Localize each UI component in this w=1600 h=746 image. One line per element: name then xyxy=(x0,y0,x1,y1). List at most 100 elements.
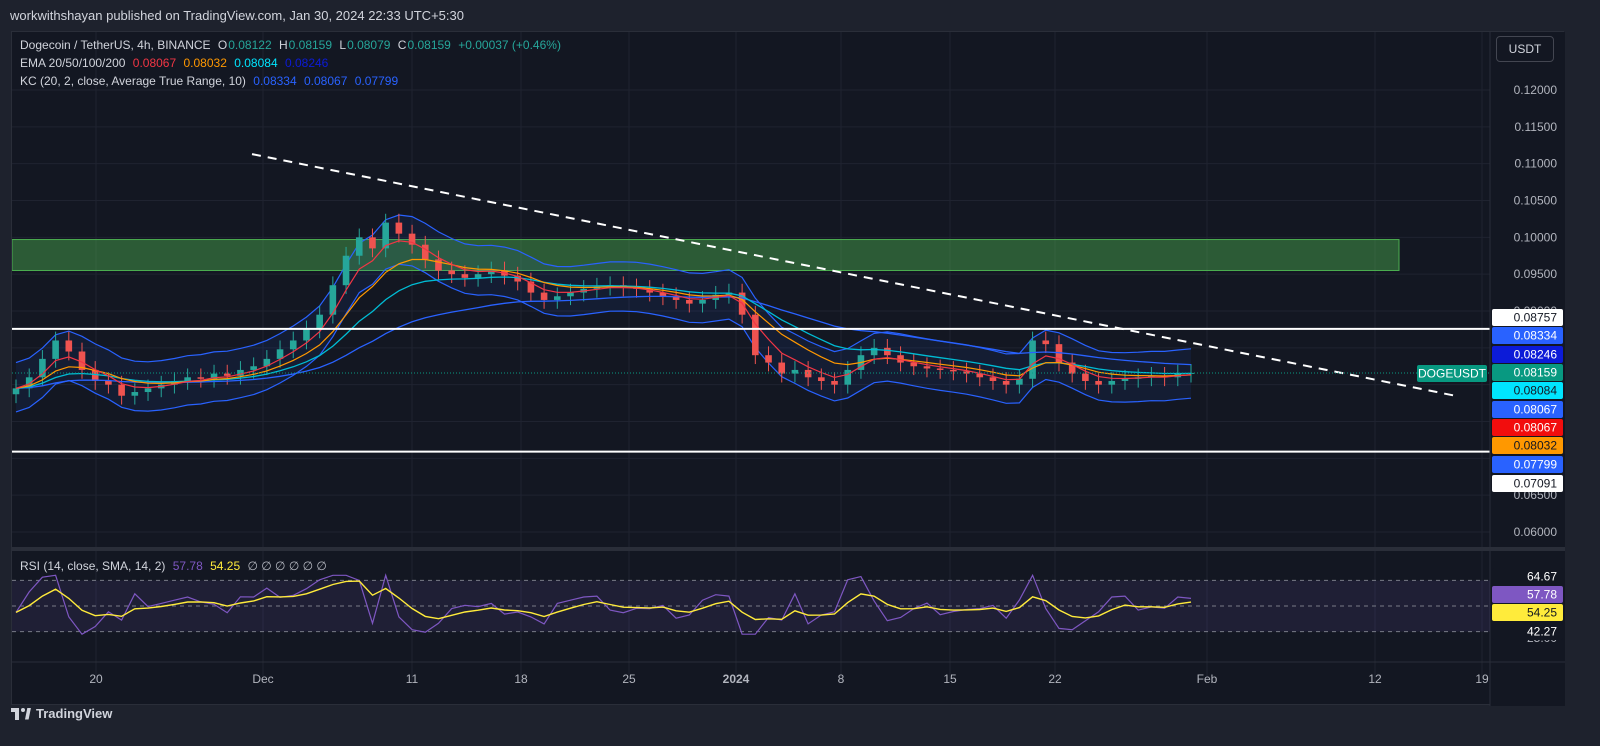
price-tag-label: 0.08757 xyxy=(1514,311,1558,325)
price-tick-label: 0.11500 xyxy=(1515,120,1558,134)
candle-body xyxy=(870,347,878,356)
time-tick-label: 8 xyxy=(838,672,845,686)
price-tick-label: 0.06000 xyxy=(1514,525,1558,539)
price-tag xyxy=(1492,382,1563,399)
candle-body xyxy=(765,355,772,363)
time-tick-label: 12 xyxy=(1368,672,1382,686)
price-tag-label: 0.08067 xyxy=(1514,403,1558,417)
candle-body xyxy=(553,296,561,300)
rsi-tag xyxy=(1492,586,1563,603)
time-tick-label: 22 xyxy=(1048,672,1062,686)
kc-legend[interactable]: KC (20, 2, close, Average True Range, 10… xyxy=(20,74,402,88)
chart-canvas[interactable]: 0.12000 0.11500 0.11000 0.10500 0.10000 0.095… xyxy=(12,32,1565,706)
ema200-line xyxy=(15,295,1192,389)
candle-body xyxy=(672,296,680,300)
tradingview-brand[interactable]: TradingView xyxy=(11,706,112,721)
kc-basis-value: 0.08067 xyxy=(304,74,348,88)
rsi-tag-label: 57.78 xyxy=(1527,588,1557,602)
price-tag xyxy=(1492,419,1563,436)
ema20-line xyxy=(15,240,1192,389)
currency-button[interactable]: USDT xyxy=(1496,36,1554,62)
price-tick-label: 0.11000 xyxy=(1515,157,1558,171)
ema50-line xyxy=(15,258,1192,389)
rsi-value: 57.78 xyxy=(172,559,203,573)
rsi-tag xyxy=(1492,604,1563,621)
candle-body xyxy=(844,369,852,385)
candle-body xyxy=(316,314,323,330)
candle-body xyxy=(540,292,548,300)
candle-body xyxy=(395,222,403,234)
candle-body xyxy=(144,388,152,393)
candle-body xyxy=(923,366,931,369)
ema50-value: 0.08032 xyxy=(183,56,227,70)
ema200-value: 0.08246 xyxy=(284,56,329,70)
publisher-header: workwithshayan published on TradingView.… xyxy=(10,8,464,23)
price-tag-label: 0.07091 xyxy=(1514,477,1558,491)
candle-body xyxy=(1082,373,1089,381)
rsi-tag-label: 42.27 xyxy=(1527,625,1557,639)
kc-upper-line xyxy=(15,214,1192,364)
open-value: 0.08122 xyxy=(228,38,272,52)
candle-body xyxy=(52,340,59,359)
candle-body xyxy=(65,340,73,352)
candle-body xyxy=(263,358,271,367)
candle-body xyxy=(884,347,891,356)
candle-body xyxy=(355,237,363,256)
price-tag-label: 0.08159 xyxy=(1514,366,1558,380)
candle-body xyxy=(197,377,205,379)
time-tick-label: 25 xyxy=(622,672,636,686)
candle-body xyxy=(1002,380,1010,385)
price-tag-label: 0.08334 xyxy=(1514,329,1558,343)
candle-body xyxy=(699,299,706,304)
symbol-title: Dogecoin / TetherUS, 4h, BINANCE xyxy=(20,38,211,52)
candle-body xyxy=(39,358,46,378)
price-tag xyxy=(1492,437,1563,454)
brand-name: TradingView xyxy=(36,706,113,721)
symbol-tag xyxy=(1417,364,1487,382)
candle-body xyxy=(210,373,218,379)
symbol-legend[interactable]: Dogecoin / TetherUS, 4h, BINANCE O0.0812… xyxy=(20,38,565,52)
price-tick-label: 0.09500 xyxy=(1514,267,1558,281)
candle-body xyxy=(289,340,297,350)
price-tick-label: 0.10500 xyxy=(1514,194,1558,208)
candle-body xyxy=(184,377,191,381)
candle-body xyxy=(1068,362,1076,374)
trendline xyxy=(251,153,1456,397)
high-label: H xyxy=(278,38,288,52)
candle-body xyxy=(91,369,99,381)
candle-body xyxy=(408,233,416,245)
candle-body xyxy=(78,351,86,370)
time-tick-label: 20 xyxy=(89,672,103,686)
candle-body xyxy=(831,380,838,385)
price-tick-label: 0.12000 xyxy=(1514,83,1558,97)
candle-body xyxy=(487,270,495,275)
candle-body xyxy=(303,329,310,341)
rsi-legend[interactable]: RSI (14, close, SMA, 14, 2) 57.78 54.25 … xyxy=(20,559,331,573)
ema-legend[interactable]: EMA 20/50/100/200 0.08067 0.08032 0.0808… xyxy=(20,56,332,70)
candle-body xyxy=(421,244,429,260)
candle-body xyxy=(1055,344,1063,363)
close-value: 0.08159 xyxy=(407,38,451,52)
candle-body xyxy=(752,314,759,356)
price-tag-label: 0.08032 xyxy=(1514,439,1558,453)
kc-upper-value: 0.08334 xyxy=(253,74,297,88)
candle-body xyxy=(329,285,337,315)
rsi-extra: ∅ ∅ ∅ ∅ ∅ ∅ xyxy=(247,559,327,573)
high-value: 0.08159 xyxy=(288,38,333,52)
price-tag xyxy=(1492,346,1563,363)
candle-body xyxy=(686,299,693,304)
ema-label: EMA 20/50/100/200 xyxy=(20,56,126,70)
rsi-ma-line xyxy=(15,580,1192,621)
rsi-ma-value: 54.25 xyxy=(210,559,241,573)
tradingview-logo-icon xyxy=(11,707,31,720)
open-label: O xyxy=(217,38,228,52)
candle-body xyxy=(567,292,574,297)
price-tag-label: 0.07799 xyxy=(1514,458,1558,472)
low-label: L xyxy=(339,38,347,52)
candle-body xyxy=(382,222,389,249)
rsi-label: RSI (14, close, SMA, 14, 2) xyxy=(20,559,166,573)
kc-lower-line xyxy=(15,263,1192,413)
candle-body xyxy=(910,362,918,367)
chart-panel[interactable]: 0.12000 0.11500 0.11000 0.10500 0.10000 0.095… xyxy=(11,31,1565,706)
candle-body xyxy=(778,362,786,374)
